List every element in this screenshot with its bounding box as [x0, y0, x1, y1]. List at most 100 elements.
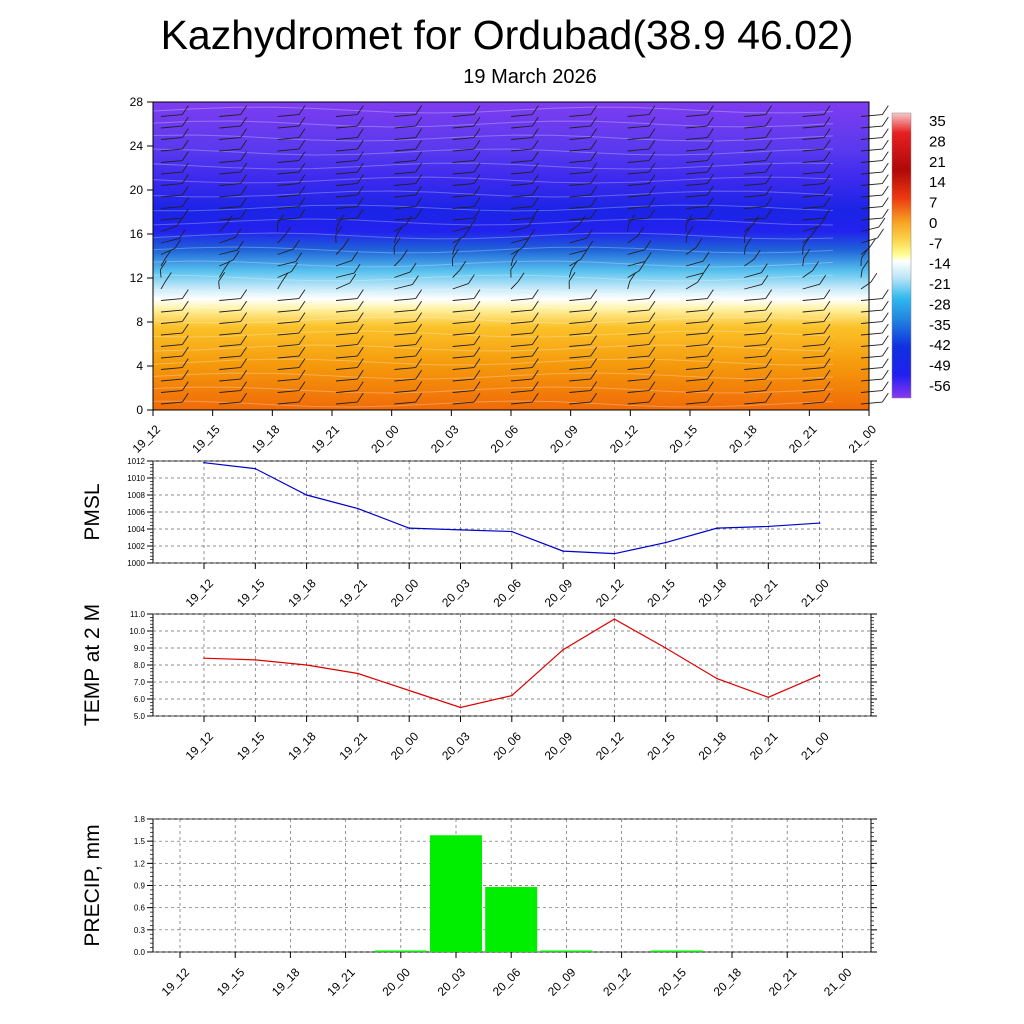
- wind-barb-shaft: [627, 321, 650, 324]
- wind-barb-flag: [586, 228, 593, 239]
- wind-barb-flag: [415, 358, 423, 368]
- wind-barb-flag: [823, 208, 831, 219]
- wind-barb-flag: [473, 392, 481, 403]
- wind-barb-shaft: [860, 183, 883, 186]
- wind-barb-shaft: [335, 272, 355, 278]
- x-tick-label: 20_06: [490, 729, 524, 763]
- wind-barb-flag: [281, 272, 289, 282]
- wind-barb-flag: [473, 151, 481, 161]
- x-tick-label: 20_09: [542, 576, 576, 610]
- wind-barb-shaft: [335, 246, 344, 255]
- wind-barb-shaft: [219, 114, 241, 117]
- wind-barb-flag: [409, 262, 417, 273]
- data-point: [664, 647, 667, 649]
- wind-barb-flag: [881, 381, 889, 391]
- wind-barb-flag: [473, 185, 481, 196]
- wind-barb-flag: [468, 274, 475, 284]
- wind-barb-shaft: [277, 344, 300, 347]
- wind-barb-shaft: [569, 344, 591, 347]
- wind-barb-shaft: [685, 217, 708, 221]
- wind-barb-shaft: [685, 247, 697, 255]
- wind-barb-flag: [298, 116, 306, 127]
- wind-barb-shaft: [627, 355, 650, 359]
- wind-barb-shaft: [452, 283, 469, 290]
- wind-barb-shaft: [627, 298, 650, 301]
- wind-barb-flag: [531, 128, 539, 138]
- wind-barb-shaft: [627, 148, 650, 152]
- wind-barb-shaft: [627, 217, 650, 221]
- wind-barb-shaft: [627, 114, 650, 117]
- wind-barb-flag: [415, 392, 423, 403]
- wind-barb-flag: [298, 323, 306, 334]
- wind-barb-shaft: [627, 332, 650, 336]
- x-tick-label: 20_12: [593, 729, 627, 763]
- wind-barb-flag: [393, 237, 401, 248]
- wind-barb-shaft: [569, 183, 591, 186]
- x-tick-label: 19_12: [183, 729, 217, 763]
- wind-barb-shaft: [219, 249, 238, 255]
- wind-barb-flag: [648, 139, 656, 150]
- wind-barb-shaft: [860, 298, 883, 301]
- wind-barb-flag: [531, 289, 539, 299]
- data-point: [818, 522, 821, 524]
- wind-barb-shaft: [744, 217, 766, 221]
- wind-barb-shaft: [744, 194, 766, 198]
- wind-barb-shaft: [452, 194, 475, 198]
- x-tick-label: 20_03: [439, 576, 473, 610]
- wind-barb-flag: [695, 238, 703, 248]
- wind-barb-shaft: [335, 344, 358, 347]
- wind-barb-shaft: [744, 114, 766, 117]
- wind-barb-flag: [181, 185, 189, 196]
- y-tick-label: 0.6: [134, 904, 146, 913]
- wind-barb-flag: [412, 275, 419, 285]
- y-tick-label: 1000: [127, 559, 145, 568]
- wind-barb-flag: [706, 162, 714, 173]
- wind-barb-flag: [881, 369, 889, 380]
- wind-barb-shaft: [160, 206, 183, 209]
- wind-barb-shaft: [802, 309, 825, 313]
- wind-barb-flag: [469, 217, 477, 228]
- wind-barb-shaft: [394, 114, 416, 117]
- wind-barb-shaft: [685, 114, 708, 117]
- wind-barb-shaft: [627, 367, 650, 370]
- wind-barb-shaft: [627, 344, 650, 347]
- x-tick-label: 19_18: [269, 965, 303, 999]
- wind-barb-shaft: [802, 390, 825, 393]
- wind-barb-shaft: [510, 160, 533, 163]
- wind-barb-flag: [181, 381, 189, 391]
- y-tick-label: 1012: [127, 457, 145, 466]
- wind-barb-flag: [881, 392, 889, 403]
- x-tick-label: 20_09: [542, 729, 576, 763]
- wind-barb-flag: [706, 139, 714, 150]
- wind-barb-shaft: [452, 236, 465, 244]
- x-tick-label: 19_15: [234, 576, 268, 610]
- wind-barb-flag: [284, 226, 292, 236]
- wind-barb-shaft: [452, 355, 475, 359]
- wind-barb-shaft: [685, 194, 708, 198]
- wind-barb-shaft: [335, 367, 358, 370]
- wind-barb-shaft: [685, 183, 708, 186]
- x-tick-label: 20_21: [766, 965, 800, 999]
- wind-barb-shaft: [219, 378, 241, 382]
- wind-barb-shaft: [160, 148, 183, 152]
- x-tick-label: 21_00: [798, 576, 832, 610]
- wind-barb-flag: [218, 272, 226, 282]
- wind-barb-shaft: [569, 206, 591, 209]
- wind-barb-flag: [356, 174, 364, 184]
- wind-barb-flag: [240, 358, 248, 368]
- wind-barb-flag: [178, 229, 186, 239]
- contour-line: [152, 372, 834, 380]
- wind-barb-flag: [590, 381, 598, 391]
- wind-barb-shaft: [569, 332, 591, 336]
- wind-barb-flag: [473, 116, 481, 127]
- wind-barb-flag: [298, 197, 306, 207]
- wind-barb-shaft: [802, 137, 825, 140]
- wind-barb-shaft: [569, 237, 587, 244]
- colorbar-label: 14: [929, 174, 946, 191]
- wind-barb-flag: [298, 312, 306, 322]
- wind-barb-flag: [706, 185, 714, 196]
- wind-barb-shaft: [394, 224, 406, 232]
- wind-barb-flag: [164, 272, 172, 282]
- wind-barb-flag: [819, 274, 827, 285]
